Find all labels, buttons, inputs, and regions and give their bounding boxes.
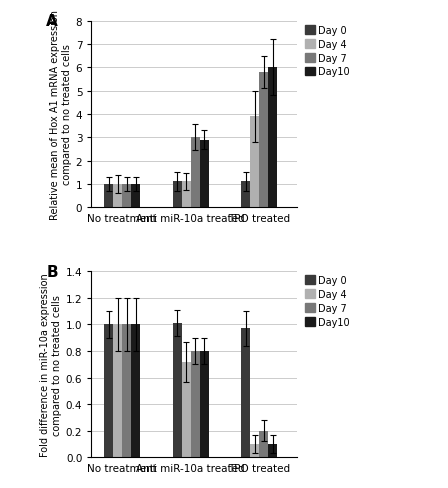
Bar xyxy=(113,184,122,208)
Bar xyxy=(191,138,200,208)
Bar xyxy=(122,325,131,458)
Bar xyxy=(191,351,200,458)
Bar xyxy=(182,182,191,208)
Text: A: A xyxy=(46,14,58,29)
Bar xyxy=(122,184,131,208)
Bar xyxy=(104,184,113,208)
Bar xyxy=(200,141,208,208)
Bar xyxy=(250,117,259,208)
Legend: Day 0, Day 4, Day 7, Day10: Day 0, Day 4, Day 7, Day10 xyxy=(301,22,354,81)
Bar xyxy=(173,324,182,458)
Bar xyxy=(104,325,113,458)
Y-axis label: Fold difference in miR-10a expression
compared to no treated cells: Fold difference in miR-10a expression co… xyxy=(40,273,61,456)
Bar xyxy=(241,329,250,458)
Bar xyxy=(182,362,191,458)
Bar xyxy=(241,182,250,208)
Bar xyxy=(173,182,182,208)
Text: B: B xyxy=(46,264,58,279)
Legend: Day 0, Day 4, Day 7, Day10: Day 0, Day 4, Day 7, Day10 xyxy=(301,272,354,331)
Bar xyxy=(131,325,140,458)
Y-axis label: Relative mean of Hox A1 mRNA expression
compared to no treated cells: Relative mean of Hox A1 mRNA expression … xyxy=(50,10,72,220)
Bar xyxy=(259,73,268,208)
Bar xyxy=(268,68,277,208)
Bar xyxy=(200,351,208,458)
Bar xyxy=(259,431,268,458)
Bar xyxy=(250,444,259,458)
Bar xyxy=(113,325,122,458)
Bar xyxy=(268,444,277,458)
Bar xyxy=(131,184,140,208)
